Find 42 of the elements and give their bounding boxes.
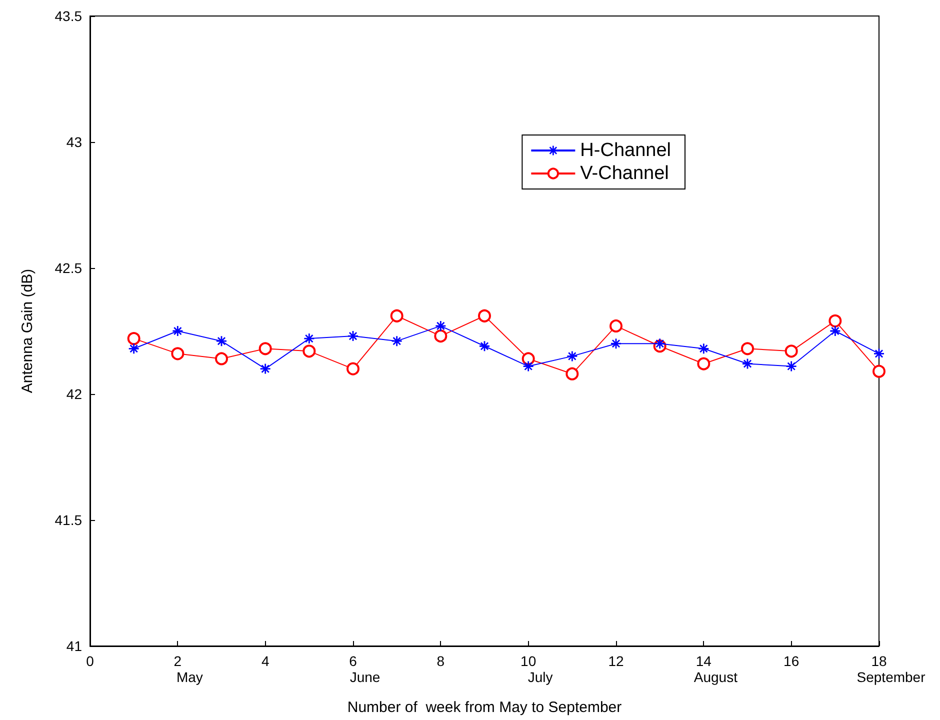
x-tick-label: 16	[784, 653, 800, 669]
x-tick-label: 12	[608, 653, 624, 669]
point	[522, 352, 535, 366]
x-tick-label: 8	[436, 653, 445, 669]
point	[566, 367, 579, 380]
point	[390, 309, 404, 322]
point	[127, 332, 140, 346]
legend-label: V-Channel	[580, 163, 669, 184]
legend-label: H-Channel	[580, 140, 672, 161]
text: June	[350, 669, 380, 685]
point	[171, 347, 184, 360]
y-tick-label: 43	[66, 134, 82, 150]
x-tick-label: 10	[520, 653, 536, 669]
point	[784, 344, 798, 358]
text: July	[528, 669, 553, 685]
x-tick-label: 0	[86, 653, 94, 669]
text: September	[856, 669, 926, 685]
x-tick-label: 14	[696, 653, 712, 669]
y-tick-label: 43.5	[54, 8, 82, 24]
point	[741, 342, 754, 356]
y-axis-title: Antenna Gain (dB)	[19, 268, 36, 394]
y-tick-label: 42.5	[54, 260, 82, 276]
x-tick-label: 4	[261, 653, 270, 669]
point	[346, 362, 360, 376]
point	[478, 309, 491, 322]
point	[828, 314, 842, 328]
point	[610, 319, 622, 332]
x-tick-label: 6	[349, 653, 358, 669]
x-tick-label: 18	[871, 653, 887, 669]
text: May	[176, 669, 203, 685]
point	[697, 357, 710, 370]
point	[258, 342, 272, 356]
point	[872, 364, 886, 378]
y-tick-label: 41.5	[54, 512, 82, 528]
point	[215, 352, 228, 366]
x-axis-title: Number of week from May to September	[347, 699, 622, 716]
point	[302, 344, 316, 358]
x-tick-label: 2	[174, 653, 182, 669]
y-tick-label: 42	[66, 386, 82, 402]
y-tick-label: 41	[66, 638, 82, 654]
point	[434, 330, 448, 343]
text: August	[694, 669, 738, 685]
